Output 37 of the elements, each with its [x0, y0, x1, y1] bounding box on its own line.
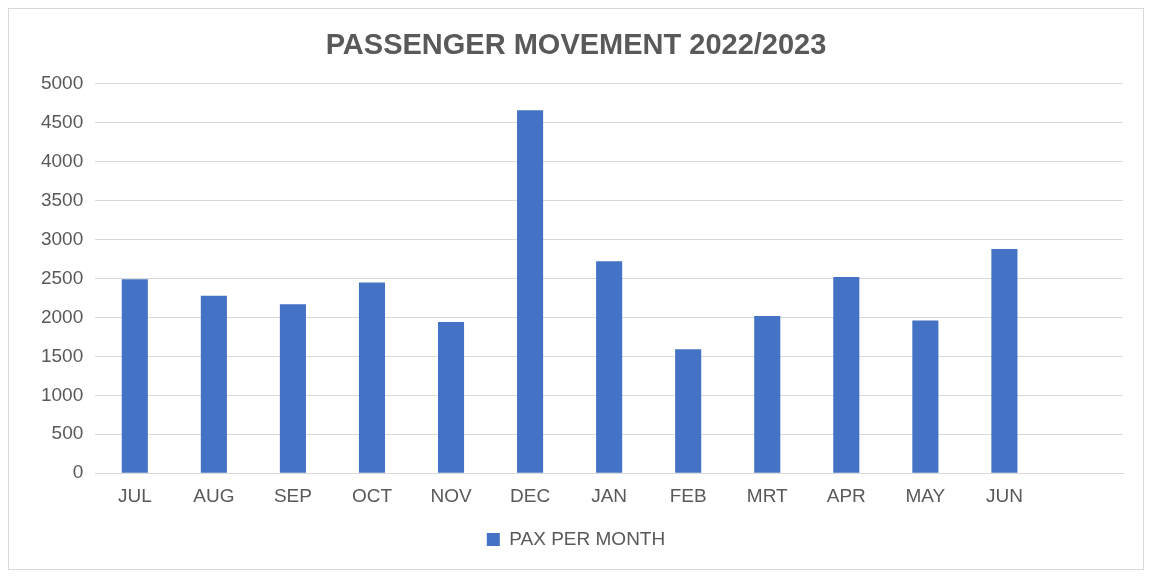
legend-label: PAX PER MONTH [509, 527, 666, 549]
x-tick-label: SEP [273, 484, 312, 506]
x-tick-label: APR [826, 484, 866, 506]
x-tick-label: OCT [351, 484, 393, 506]
x-tick-label: JUL [117, 484, 152, 506]
bar [279, 304, 306, 473]
y-tick-label: 4000 [40, 149, 84, 171]
chart-title: PASSENGER MOVEMENT 2022/2023 [325, 28, 827, 61]
y-tick-label: 4500 [40, 110, 84, 132]
bar [517, 110, 544, 473]
y-tick-label: 0 [72, 461, 84, 483]
y-tick-label: 5000 [40, 72, 84, 94]
y-tick-label: 2000 [40, 305, 84, 327]
y-tick-label: 2500 [40, 266, 84, 288]
bar [200, 295, 227, 473]
bar [912, 320, 939, 473]
bar [991, 248, 1018, 473]
x-tick-label: JAN [591, 484, 628, 506]
y-tick-label: 1500 [40, 344, 84, 366]
y-tick-label: 1000 [40, 383, 84, 405]
x-tick-label: FEB [669, 484, 707, 506]
bar [121, 279, 148, 473]
x-tick-label: DEC [510, 484, 551, 506]
x-tick-label: JUN [985, 484, 1023, 506]
x-tick-label: NOV [430, 484, 472, 506]
y-tick-label: 500 [51, 422, 84, 444]
x-tick-label: AUG [193, 484, 235, 506]
bar [675, 349, 702, 473]
y-tick-label: 3000 [40, 227, 84, 249]
y-tick-label: 3500 [40, 188, 84, 210]
bar [437, 322, 465, 473]
bar [358, 282, 386, 473]
bar [833, 276, 860, 473]
bar [754, 315, 781, 473]
bar [596, 261, 623, 473]
x-tick-label: MAY [905, 484, 946, 506]
x-tick-label: MRT [746, 484, 789, 506]
